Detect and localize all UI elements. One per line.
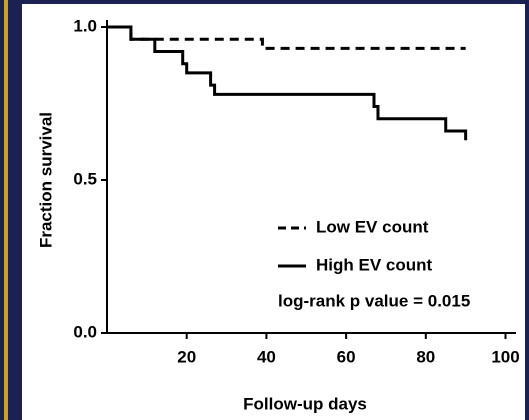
- survival-line: [107, 25, 468, 141]
- x-tick-label: 60: [337, 347, 356, 366]
- x-tick-label: 100: [491, 347, 519, 366]
- frame-stripe: [4, 0, 8, 420]
- x-tick-label: 80: [416, 347, 435, 366]
- annotation: log-rank p value = 0.015: [278, 291, 470, 310]
- x-tick-label: 40: [257, 347, 276, 366]
- y-tick-label: 1.0: [73, 16, 97, 35]
- panel: [22, 4, 525, 420]
- y-axis-title: Fraction survival: [36, 112, 55, 248]
- x-axis-title: Follow-up days: [243, 394, 367, 413]
- x-tick-label: 20: [177, 347, 196, 366]
- legend-label: High EV count: [316, 255, 433, 274]
- y-tick-label: 0.5: [73, 169, 97, 188]
- y-tick-label: 0.0: [73, 322, 97, 341]
- legend-label: Low EV count: [316, 217, 429, 236]
